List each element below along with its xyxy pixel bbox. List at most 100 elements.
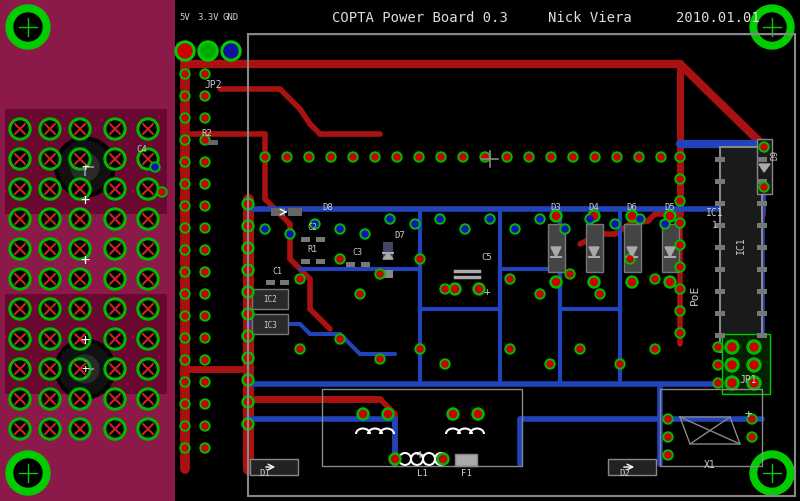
Circle shape — [200, 312, 210, 321]
Circle shape — [749, 434, 755, 440]
Circle shape — [200, 70, 210, 80]
Circle shape — [377, 272, 383, 278]
Text: C4: C4 — [137, 145, 147, 154]
Circle shape — [200, 268, 210, 278]
Circle shape — [612, 153, 622, 163]
Circle shape — [104, 418, 126, 440]
Circle shape — [610, 219, 620, 229]
Circle shape — [382, 408, 394, 420]
Circle shape — [677, 220, 683, 226]
Circle shape — [137, 358, 159, 380]
Circle shape — [415, 255, 425, 265]
Text: JP2: JP2 — [204, 80, 222, 90]
Circle shape — [180, 70, 190, 80]
Circle shape — [180, 136, 190, 146]
Circle shape — [449, 284, 461, 296]
Circle shape — [245, 245, 251, 252]
Circle shape — [337, 226, 343, 232]
Text: F1: F1 — [461, 468, 471, 477]
Circle shape — [200, 377, 210, 387]
Circle shape — [104, 208, 126, 230]
Circle shape — [182, 445, 188, 451]
Circle shape — [391, 455, 398, 462]
Circle shape — [553, 279, 559, 286]
Circle shape — [55, 138, 115, 197]
Circle shape — [328, 155, 334, 161]
Circle shape — [180, 377, 190, 387]
Circle shape — [69, 269, 91, 291]
Circle shape — [180, 223, 190, 233]
Circle shape — [595, 290, 605, 300]
Circle shape — [245, 377, 251, 384]
Circle shape — [306, 155, 312, 161]
Circle shape — [553, 213, 559, 220]
Circle shape — [537, 216, 543, 222]
Circle shape — [526, 155, 532, 161]
Circle shape — [104, 238, 126, 261]
Circle shape — [747, 358, 761, 372]
Circle shape — [72, 182, 88, 197]
Circle shape — [137, 328, 159, 350]
Bar — [715, 201, 725, 206]
Circle shape — [182, 138, 188, 144]
Polygon shape — [383, 254, 393, 260]
Circle shape — [758, 459, 786, 487]
Text: C5: C5 — [482, 253, 492, 262]
Circle shape — [104, 119, 126, 141]
Circle shape — [592, 155, 598, 161]
Circle shape — [107, 391, 123, 407]
Circle shape — [242, 374, 254, 386]
Circle shape — [72, 272, 88, 288]
Circle shape — [747, 340, 761, 354]
Text: 5V: 5V — [180, 14, 190, 23]
Circle shape — [200, 92, 210, 102]
Circle shape — [182, 270, 188, 276]
Circle shape — [535, 290, 545, 300]
Circle shape — [359, 411, 366, 418]
Circle shape — [12, 152, 28, 168]
Bar — [715, 333, 725, 338]
Circle shape — [137, 418, 159, 440]
Circle shape — [537, 292, 543, 298]
Circle shape — [12, 421, 28, 437]
Circle shape — [440, 359, 450, 369]
Circle shape — [505, 344, 515, 354]
Circle shape — [487, 216, 493, 222]
Circle shape — [178, 45, 192, 59]
Circle shape — [410, 219, 420, 229]
Circle shape — [202, 160, 208, 166]
Circle shape — [242, 265, 254, 277]
Circle shape — [588, 210, 600, 222]
Bar — [720, 148, 762, 352]
Circle shape — [485, 214, 495, 224]
Circle shape — [140, 361, 156, 377]
Circle shape — [182, 335, 188, 341]
Circle shape — [182, 203, 188, 209]
Circle shape — [182, 94, 188, 100]
Circle shape — [677, 330, 683, 336]
Text: 1: 1 — [712, 220, 718, 229]
Circle shape — [182, 160, 188, 166]
Circle shape — [224, 45, 238, 59]
Circle shape — [713, 360, 723, 370]
Text: 3.3V: 3.3V — [198, 14, 218, 23]
Bar — [715, 311, 725, 316]
Circle shape — [107, 272, 123, 288]
Circle shape — [713, 378, 723, 388]
Circle shape — [629, 213, 635, 220]
Circle shape — [201, 45, 215, 59]
Circle shape — [725, 340, 739, 354]
Circle shape — [39, 238, 61, 261]
Circle shape — [675, 175, 685, 185]
Circle shape — [360, 229, 370, 239]
Circle shape — [482, 155, 488, 161]
Circle shape — [42, 361, 58, 377]
Circle shape — [565, 270, 575, 280]
Circle shape — [656, 153, 666, 163]
Text: D4: D4 — [589, 202, 599, 211]
Circle shape — [512, 226, 518, 232]
Text: +: + — [82, 161, 89, 174]
Circle shape — [12, 182, 28, 197]
Circle shape — [663, 450, 673, 460]
Circle shape — [677, 177, 683, 183]
